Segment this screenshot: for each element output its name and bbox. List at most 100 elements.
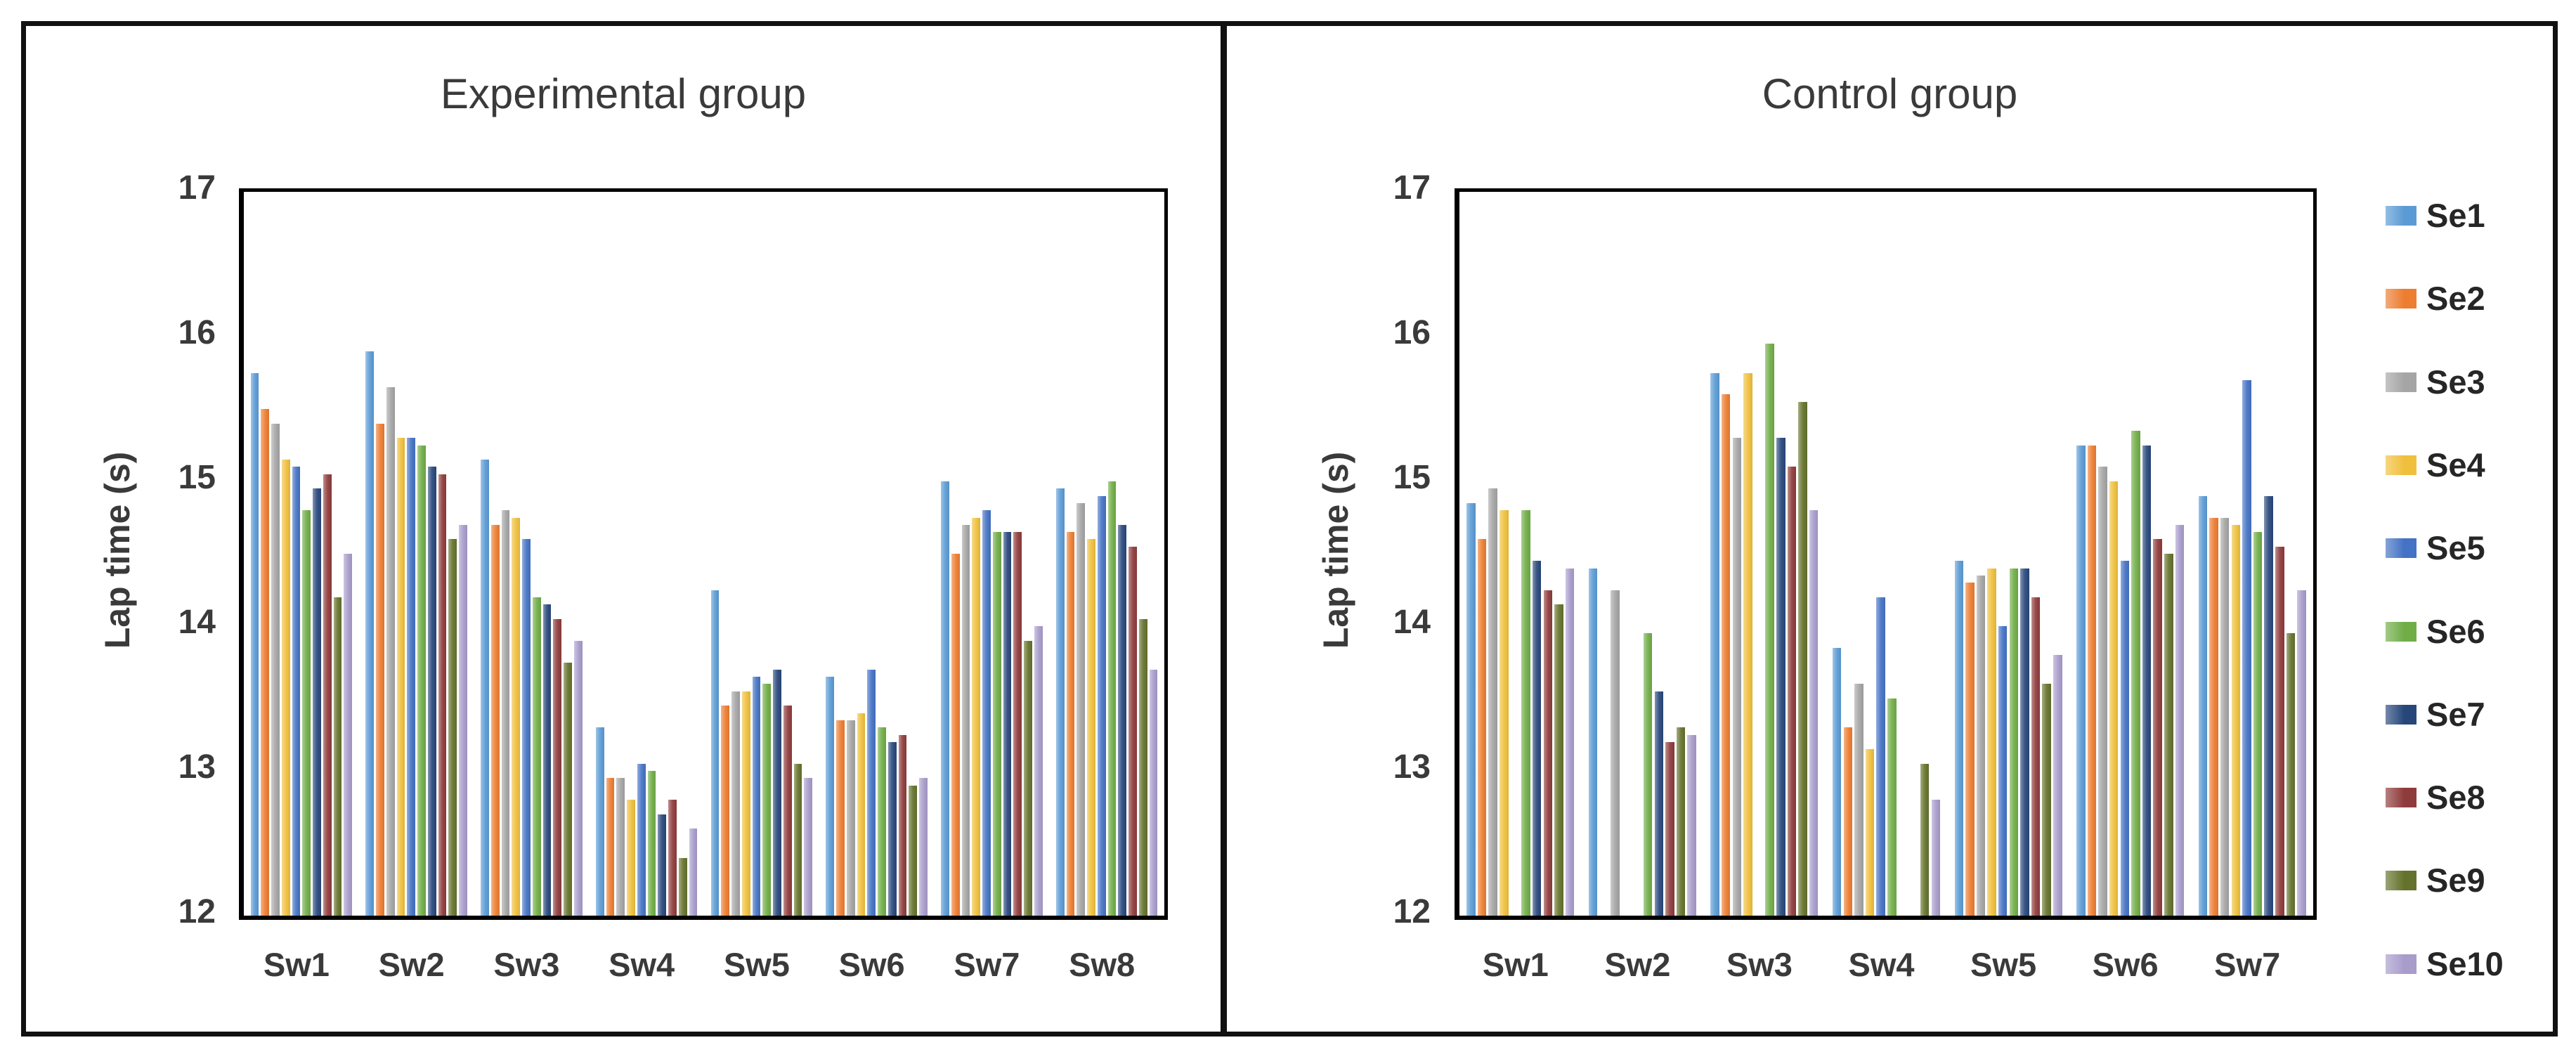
legend-label: Se5	[2426, 529, 2485, 567]
bar-control-Sw4-Se5	[1876, 597, 1885, 916]
bar-experimental-Sw5-Se5	[752, 677, 761, 916]
x-category-label: Sw7	[954, 946, 1020, 983]
bar-control-Sw7-Se8	[2275, 546, 2284, 916]
bar-experimental-Sw3-Se4	[512, 517, 521, 916]
legend-label: Se10	[2426, 944, 2504, 982]
bar-experimental-Sw4-Se6	[647, 771, 656, 916]
bar-experimental-Sw2-Se7	[427, 467, 436, 916]
bar-experimental-Sw2-Se2	[376, 423, 384, 916]
legend-swatch-icon	[2386, 455, 2416, 475]
bar-experimental-Sw7-Se6	[992, 532, 1001, 916]
bar-experimental-Sw1-Se6	[302, 510, 311, 916]
bar-control-Sw3-Se8	[1787, 467, 1797, 916]
legend-swatch-icon	[2386, 372, 2416, 392]
legend-item-se3: Se3	[2386, 361, 2540, 403]
bar-control-Sw7-Se5	[2242, 379, 2251, 916]
bar-control-Sw1-Se3	[1488, 488, 1497, 916]
bar-experimental-Sw1-Se2	[261, 409, 270, 916]
legend-item-se9: Se9	[2386, 859, 2540, 902]
bar-control-Sw6-Se2	[2087, 445, 2097, 916]
x-category-label: Sw2	[378, 946, 445, 983]
legend-item-se1: Se1	[2386, 195, 2540, 237]
bar-experimental-Sw1-Se7	[313, 488, 321, 916]
bar-control-Sw6-Se1	[2076, 445, 2086, 916]
bar-control-Sw6-Se10	[2175, 524, 2185, 916]
control-plot-area	[1455, 188, 2317, 920]
bar-control-Sw6-Se7	[2142, 445, 2152, 916]
bar-experimental-Sw7-Se9	[1024, 640, 1032, 916]
bar-experimental-Sw6-Se10	[919, 778, 928, 916]
bar-experimental-Sw8-Se6	[1107, 481, 1117, 916]
bar-control-Sw2-Se1	[1588, 568, 1598, 916]
bar-control-Sw3-Se4	[1743, 372, 1752, 916]
legend-label: Se3	[2426, 363, 2485, 401]
legend-label: Se7	[2426, 695, 2485, 733]
bar-experimental-Sw3-Se10	[573, 640, 583, 916]
bar-experimental-Sw4-Se3	[616, 778, 625, 916]
bar-experimental-Sw7-Se1	[941, 481, 949, 916]
legend-item-se4: Se4	[2386, 444, 2540, 486]
bar-control-Sw1-Se1	[1466, 502, 1476, 916]
bar-experimental-Sw8-Se7	[1118, 524, 1127, 916]
bar-control-Sw1-Se6	[1521, 510, 1530, 916]
bar-control-Sw1-Se2	[1477, 539, 1487, 916]
legend-item-se10: Se10	[2386, 943, 2540, 985]
y-tick-label: 12	[178, 893, 216, 930]
bar-control-Sw4-Se10	[1931, 800, 1941, 916]
legend-item-se5: Se5	[2386, 527, 2540, 569]
bar-control-Sw2-Se9	[1676, 727, 1686, 916]
bar-experimental-Sw5-Se9	[793, 763, 802, 916]
y-tick-label: 13	[178, 748, 216, 786]
bar-experimental-Sw5-Se2	[721, 706, 730, 916]
y-tick-label: 14	[178, 604, 216, 641]
bar-control-Sw5-Se3	[1976, 575, 1986, 916]
bar-experimental-Sw1-Se5	[292, 467, 301, 916]
bar-control-Sw4-Se3	[1854, 684, 1863, 916]
bar-experimental-Sw3-Se8	[553, 618, 562, 916]
bar-experimental-Sw2-Se5	[407, 438, 416, 916]
bar-experimental-Sw4-Se2	[606, 778, 615, 916]
bar-control-Sw3-Se9	[1798, 401, 1807, 916]
bar-control-Sw7-Se2	[2209, 517, 2218, 916]
bar-control-Sw2-Se8	[1665, 741, 1674, 916]
legend-swatch-icon	[2386, 289, 2416, 309]
bar-experimental-Sw7-Se8	[1013, 532, 1022, 916]
x-category-label: Sw7	[2214, 946, 2281, 983]
bar-experimental-Sw4-Se8	[668, 800, 677, 916]
bar-experimental-Sw3-Se9	[564, 662, 572, 916]
bar-control-Sw5-Se8	[2031, 597, 2041, 916]
experimental-plot-area	[239, 188, 1168, 920]
bar-experimental-Sw6-Se1	[826, 677, 835, 916]
experimental-chart-title: Experimental group	[440, 70, 807, 117]
bar-experimental-Sw7-Se4	[972, 517, 981, 916]
control-chart-title: Control group	[1762, 70, 2018, 117]
legend-label: Se1	[2426, 197, 2485, 234]
bar-experimental-Sw1-Se9	[333, 597, 342, 916]
bar-control-Sw3-Se3	[1732, 438, 1742, 916]
x-category-label: Sw3	[493, 946, 560, 983]
bar-experimental-Sw8-Se2	[1066, 532, 1075, 916]
bar-experimental-Sw5-Se4	[741, 691, 750, 916]
bar-control-Sw4-Se9	[1920, 763, 1930, 916]
bar-experimental-Sw2-Se6	[417, 445, 426, 916]
experimental-group-panel: Experimental group Lap time (s) 17 16 15 14…	[26, 26, 1227, 1032]
x-category-label: Sw3	[1726, 946, 1793, 983]
bar-experimental-Sw5-Se1	[710, 590, 720, 916]
bar-control-Sw4-Se6	[1887, 699, 1897, 916]
y-tick-label: 17	[178, 169, 216, 207]
bar-control-Sw5-Se6	[2009, 568, 2019, 916]
legend-swatch-icon	[2386, 704, 2416, 725]
bar-control-Sw5-Se9	[2042, 684, 2051, 916]
legend-label: Se4	[2426, 446, 2485, 483]
bar-experimental-Sw2-Se9	[448, 539, 457, 916]
legend-swatch-icon	[2386, 954, 2416, 974]
bar-control-Sw6-Se3	[2098, 467, 2107, 916]
bar-experimental-Sw2-Se8	[438, 474, 447, 916]
x-category-label: Sw4	[1848, 946, 1915, 983]
bar-experimental-Sw1-Se10	[344, 554, 353, 916]
x-category-label: Sw1	[263, 946, 330, 983]
legend-label: Se9	[2426, 862, 2485, 899]
bar-experimental-Sw2-Se3	[386, 387, 395, 916]
y-tick-label: 16	[1393, 314, 1431, 351]
bar-experimental-Sw2-Se10	[459, 524, 467, 916]
